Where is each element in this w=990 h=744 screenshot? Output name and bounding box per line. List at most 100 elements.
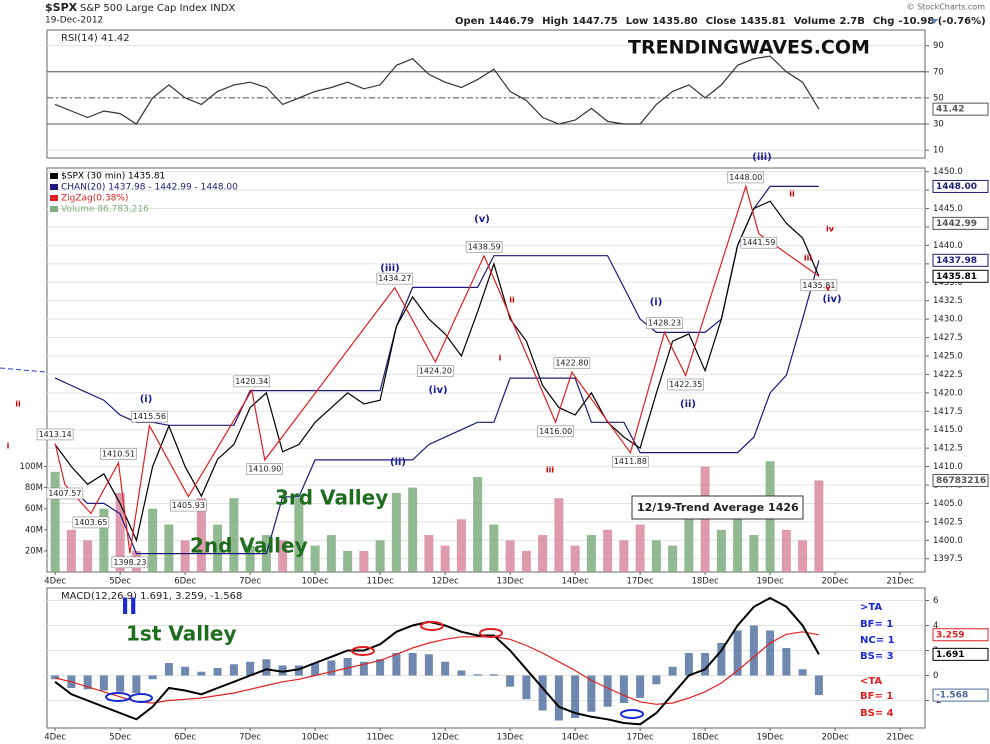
value-tag bbox=[932, 688, 989, 702]
pivot-box bbox=[646, 317, 683, 329]
x-tick-label: 11Dec bbox=[366, 733, 394, 743]
volume-bar bbox=[505, 540, 515, 572]
histogram-bar bbox=[181, 666, 190, 676]
value-tag-label: 1.691 bbox=[936, 650, 964, 660]
volume-bar bbox=[668, 545, 678, 572]
quote-label: Low bbox=[626, 16, 648, 27]
histogram-bar bbox=[294, 665, 303, 676]
volume-bar bbox=[310, 545, 320, 572]
panel-frame bbox=[46, 29, 926, 159]
histogram-bar bbox=[408, 653, 417, 676]
trend-note: 12/19-Trend Average 1426 bbox=[637, 501, 799, 514]
volume-bar bbox=[164, 524, 174, 572]
volume-bar bbox=[733, 519, 743, 572]
x-tick-label: 20Dec bbox=[821, 733, 849, 743]
x-tick-label: 10Dec bbox=[301, 733, 329, 743]
volume-bar bbox=[619, 540, 629, 572]
volume-bar bbox=[115, 492, 125, 572]
y2-tick-label: 40M bbox=[25, 525, 43, 535]
histogram-bar bbox=[116, 675, 125, 692]
date: 19-Dec-2012 bbox=[45, 16, 103, 26]
volume-bar bbox=[456, 519, 466, 572]
quote-label: Close bbox=[706, 16, 737, 27]
histogram-bar bbox=[83, 675, 92, 690]
histogram-bar bbox=[587, 675, 596, 712]
volume-bar bbox=[781, 529, 791, 572]
histogram-bar bbox=[619, 675, 628, 703]
pivot-box bbox=[417, 365, 454, 377]
pivot-label: 1403.65 bbox=[74, 518, 107, 527]
volume-bar bbox=[213, 524, 223, 572]
y-tick-label: 1425.0 bbox=[933, 351, 963, 361]
volume-bar bbox=[408, 487, 418, 572]
y-tick-label: 10 bbox=[933, 146, 944, 156]
histogram-bar bbox=[441, 661, 450, 676]
y-tick-label: 1410.0 bbox=[933, 462, 963, 472]
channel-upper bbox=[54, 185, 819, 426]
y-tick-label: 1450.0 bbox=[933, 167, 963, 177]
pivot-box bbox=[72, 516, 110, 529]
wave-label: (i) bbox=[140, 394, 153, 405]
x-tick-label: 20Dec bbox=[821, 577, 849, 587]
x-tick-label: 14Dec bbox=[561, 577, 589, 587]
pivot-box bbox=[100, 448, 137, 460]
pivot-label: 1434.27 bbox=[378, 274, 411, 283]
volume-bar bbox=[180, 540, 190, 572]
watermark: TRENDINGWAVES.COM bbox=[628, 37, 870, 59]
ta-note: >TA bbox=[860, 602, 882, 613]
volume-bar bbox=[521, 550, 531, 572]
x-tick-label: 5Dec bbox=[109, 733, 131, 743]
value-tag-label: 86783216 bbox=[936, 476, 986, 486]
quote-value: 2.7B bbox=[840, 16, 865, 27]
x-tick-label: 6Dec bbox=[174, 733, 196, 743]
marks: 10 30 50 70 90 RSI(14) 41.42 41.42 1397.5 1400.0… bbox=[19, 29, 989, 743]
x-tick-label: 12Dec bbox=[431, 733, 459, 743]
histogram-bar bbox=[343, 658, 352, 676]
cross-marker bbox=[420, 621, 444, 631]
volume-bar bbox=[359, 550, 369, 572]
histogram-bar bbox=[571, 675, 580, 718]
histogram-bar bbox=[522, 675, 531, 700]
x-tick-label: 10Dec bbox=[301, 577, 329, 587]
wave-label: ii bbox=[789, 190, 795, 199]
histogram-bar bbox=[636, 675, 645, 698]
index-name: S&P 500 Large Cap Index INDX bbox=[80, 3, 235, 14]
pivot-label: 1411.88 bbox=[614, 457, 647, 466]
histogram-bar bbox=[668, 666, 677, 676]
y-tick-label: 50 bbox=[933, 93, 944, 103]
value-tag bbox=[932, 179, 989, 193]
volume-bar bbox=[99, 508, 109, 572]
histogram-bar bbox=[798, 669, 807, 676]
y-tick-label: 4 bbox=[933, 621, 938, 631]
histogram-bar bbox=[652, 675, 661, 685]
y-tick-label: 90 bbox=[933, 41, 944, 51]
wave-label: iii bbox=[546, 466, 554, 475]
pivot-box bbox=[36, 428, 74, 441]
volume-bar bbox=[603, 529, 613, 572]
x-tick-label: 11Dec bbox=[366, 577, 394, 587]
y-tick-label: 1402.5 bbox=[933, 517, 963, 527]
volume-bar bbox=[440, 545, 450, 572]
y-tick-label: 1422.5 bbox=[933, 370, 963, 380]
x-tick-label: 17Dec bbox=[626, 577, 654, 587]
pivot-box bbox=[740, 236, 778, 249]
y-tick-label: 30 bbox=[933, 120, 944, 130]
legend-swatch bbox=[50, 184, 58, 190]
pivot-label: 1405.93 bbox=[172, 501, 205, 510]
histogram-bar bbox=[376, 659, 385, 676]
histogram-bar bbox=[132, 675, 141, 693]
histogram-bar bbox=[717, 643, 726, 676]
y-tick-label: 1412.5 bbox=[933, 444, 963, 454]
pivot-box bbox=[46, 487, 84, 500]
valley-label: 1st Valley bbox=[126, 622, 237, 646]
cross-marker bbox=[479, 628, 503, 638]
pivot-label: 1422.35 bbox=[669, 380, 702, 389]
pivot-label: 1416.00 bbox=[539, 427, 572, 436]
y2-tick-label: 100M bbox=[19, 462, 43, 472]
x-tick-label: 14Dec bbox=[561, 733, 589, 743]
histogram-bar bbox=[148, 675, 157, 680]
wave-label: (ii) bbox=[680, 399, 696, 410]
pivot-label: 1398.23 bbox=[113, 558, 146, 567]
volume-bar bbox=[229, 498, 239, 572]
histogram-bar bbox=[164, 663, 173, 676]
